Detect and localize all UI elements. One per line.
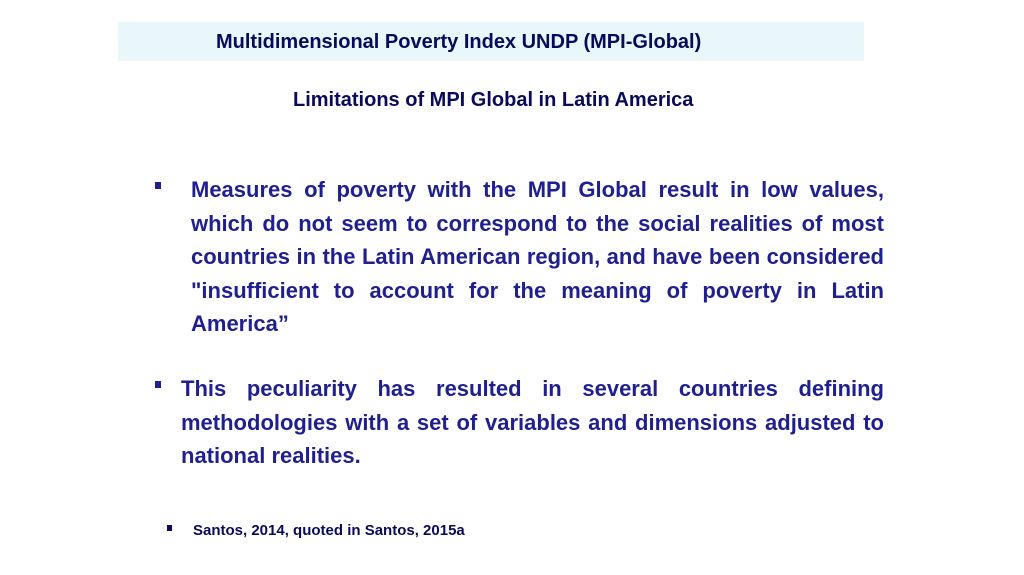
- slide-title: Multidimensional Poverty Index UNDP (MPI…: [216, 31, 702, 53]
- title-banner: [118, 22, 864, 61]
- square-bullet-icon: [167, 525, 172, 531]
- bullet-text-2: This peculiarity has resulted in several…: [181, 376, 884, 468]
- square-bullet-icon: [155, 182, 161, 189]
- slide-subtitle: Limitations of MPI Global in Latin Ameri…: [293, 89, 694, 111]
- footnote-citation: Santos, 2014, quoted in Santos, 2015a: [193, 522, 465, 539]
- bullet-text-1: Measures of poverty with the MPI Global …: [191, 177, 884, 336]
- square-bullet-icon: [155, 381, 161, 388]
